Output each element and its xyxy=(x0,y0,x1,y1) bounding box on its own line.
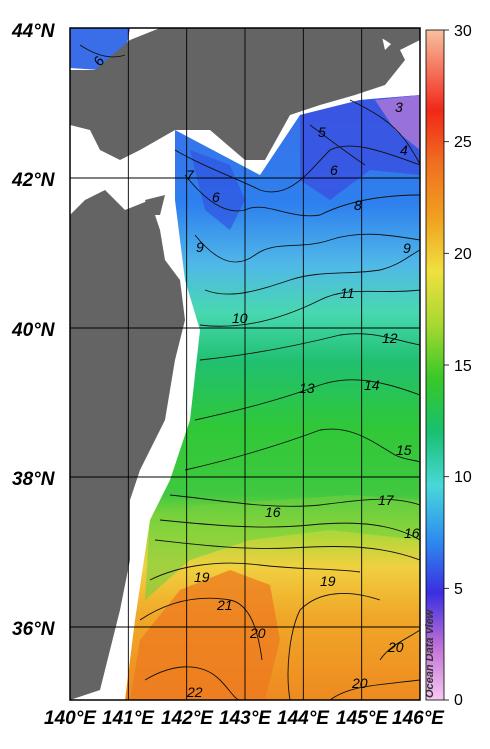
colorbar-tick-label: 25 xyxy=(454,134,472,151)
land-island-north xyxy=(363,28,420,50)
contour-label: 22 xyxy=(186,684,203,700)
colorbar-tick-label: 5 xyxy=(454,581,463,598)
contour-label: 9 xyxy=(403,240,411,256)
contour-label: 19 xyxy=(194,569,210,585)
lat-label: 40°N xyxy=(11,320,56,341)
contour-label: 16 xyxy=(404,525,420,541)
lon-label: 141°E xyxy=(102,708,155,729)
contour-label: 15 xyxy=(396,442,412,458)
latitude-labels: 44°N 42°N 40°N 38°N 36°N xyxy=(11,21,56,640)
lat-label: 42°N xyxy=(11,170,56,191)
contour-label: 20 xyxy=(351,675,368,691)
land-honshu xyxy=(70,190,185,700)
colorbar xyxy=(425,29,445,701)
lat-label: 36°N xyxy=(12,619,56,640)
contour-label: 12 xyxy=(382,330,398,346)
contour-label: 19 xyxy=(320,573,336,589)
contour-label: 14 xyxy=(364,377,380,393)
ocean-data-view-credit: Ocean Data View xyxy=(424,608,436,698)
lon-label: 146°E xyxy=(392,708,445,729)
contour-label: 20 xyxy=(387,639,404,655)
contour-label: 20 xyxy=(249,625,266,641)
lon-label: 143°E xyxy=(219,708,272,729)
colorbar-tick-label: 10 xyxy=(454,469,472,486)
contour-label: 11 xyxy=(340,285,355,301)
contour-label: 5 xyxy=(318,124,326,140)
contour-label: 6 xyxy=(212,189,220,205)
lat-label: 38°N xyxy=(12,469,56,490)
lon-label: 145°E xyxy=(336,708,389,729)
contour-label: 4 xyxy=(400,142,408,158)
contour-label: 10 xyxy=(232,310,248,326)
land-hokkaido xyxy=(70,28,405,160)
contour-label: 3 xyxy=(395,99,403,115)
contour-label: 8 xyxy=(354,197,362,213)
contour-label: 16 xyxy=(265,504,281,520)
lat-label: 44°N xyxy=(11,21,56,42)
contour-label: 6 xyxy=(330,162,338,178)
graticule xyxy=(70,28,420,700)
warm-core xyxy=(130,570,280,700)
contour-label: 17 xyxy=(378,492,395,508)
colorbar-labels: 30 25 20 15 10 5 0 xyxy=(454,23,472,709)
colorbar-tick-label: 30 xyxy=(454,23,472,40)
longitude-labels: 140°E 141°E 142°E 143°E 144°E 145°E 146°… xyxy=(44,708,445,729)
map-content: 6 3 5 4 7 6 6 8 9 9 10 11 12 13 14 15 16… xyxy=(70,28,420,700)
colorbar-ticks xyxy=(444,29,449,701)
contour-label-group: 6 3 5 4 7 6 6 8 9 9 10 11 12 13 14 15 16… xyxy=(90,54,420,700)
lon-label: 142°E xyxy=(161,708,214,729)
map-border xyxy=(69,27,421,701)
contour-lines xyxy=(79,44,420,700)
contour-label: 21 xyxy=(216,597,233,613)
colorbar-tick-label: 20 xyxy=(454,246,472,263)
contour-label: 13 xyxy=(299,380,315,396)
land-shimokita xyxy=(145,195,165,215)
purple-region xyxy=(375,95,420,150)
lon-label: 140°E xyxy=(44,708,97,729)
contour-label: 7 xyxy=(186,167,195,183)
colorbar-tick-label: 0 xyxy=(454,692,463,709)
lon-label: 144°E xyxy=(277,708,330,729)
front-belt xyxy=(145,495,420,600)
contour-label: 9 xyxy=(196,239,204,255)
colorbar-tick-label: 15 xyxy=(454,358,472,375)
